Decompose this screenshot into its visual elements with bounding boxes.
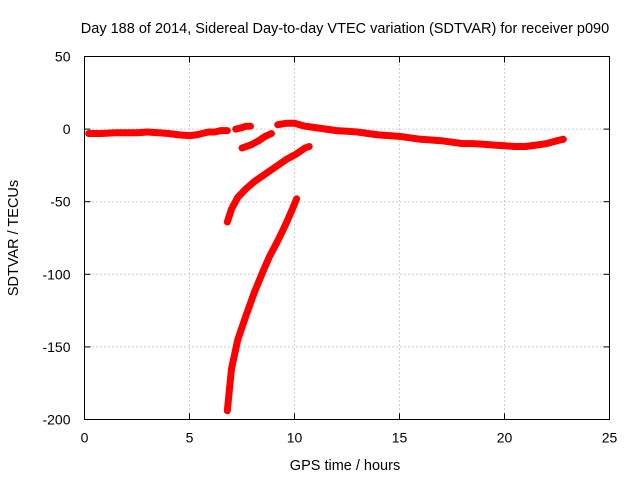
- y-axis-label: SDTVAR / TECUs: [6, 180, 22, 296]
- y-tick-label--150: -150: [42, 339, 70, 355]
- chart-title: Day 188 of 2014, Sidereal Day-to-day VTE…: [81, 21, 609, 37]
- series-descending-branch-a: [238, 130, 275, 152]
- x-axis-label: GPS time / hours: [290, 458, 400, 474]
- y-tick-label-50: 50: [55, 49, 71, 65]
- x-tick-label-10: 10: [287, 430, 303, 446]
- series-short-upper-segment: [232, 122, 254, 133]
- series-descending-branch-b: [223, 143, 313, 226]
- data-series: [85, 119, 567, 415]
- axis-ticks: [84, 56, 610, 420]
- gridlines: [84, 56, 610, 420]
- series-post-gap-trace: [274, 119, 567, 150]
- y-tick-label-0: 0: [63, 121, 71, 137]
- x-tick-label-15: 15: [392, 430, 408, 446]
- x-tick-labels: 0 5 10 15 20 25: [81, 430, 618, 446]
- series-descending-branch-c: [223, 195, 301, 415]
- series-main-trace: [85, 127, 231, 140]
- y-tick-label--50: -50: [50, 194, 70, 210]
- y-tick-labels: 50 0 -50 -100 -150 -200: [42, 49, 70, 428]
- x-tick-label-20: 20: [497, 430, 513, 446]
- plot-frame: [84, 56, 610, 420]
- x-tick-label-25: 25: [602, 430, 618, 446]
- y-tick-label--100: -100: [42, 266, 70, 282]
- y-tick-label--200: -200: [42, 412, 70, 428]
- x-tick-label-0: 0: [81, 430, 89, 446]
- x-tick-label-5: 5: [186, 430, 194, 446]
